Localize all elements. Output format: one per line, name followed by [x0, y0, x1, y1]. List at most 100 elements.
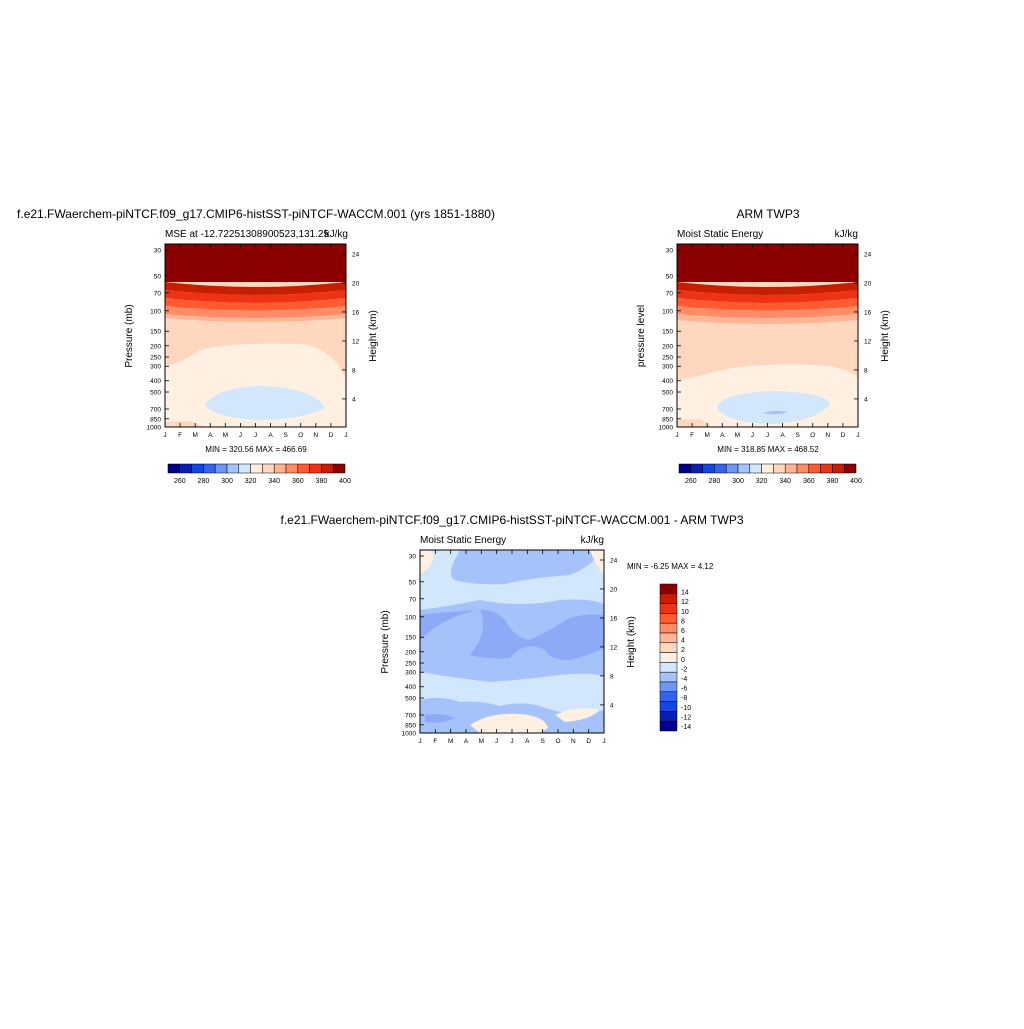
- colorbar-label: 260: [174, 478, 186, 485]
- y-right-tick-label: 8: [610, 673, 614, 680]
- left-title: f.e21.FWaerchem-piNTCF.f09_g17.CMIP6-his…: [17, 207, 495, 221]
- diff-colorbar-swatch: [659, 642, 678, 653]
- y-tick-label: 30: [666, 248, 674, 255]
- diff-colorbar-label: 10: [681, 609, 689, 616]
- colorbar-swatch: [749, 463, 762, 474]
- left-band-1: [165, 282, 346, 295]
- diff-colorbar-swatch: [659, 652, 678, 663]
- colorbar-swatch: [737, 463, 751, 474]
- y-right-tick-label: 24: [610, 558, 618, 565]
- diff-title: f.e21.FWaerchem-piNTCF.f09_g17.CMIP6-his…: [281, 513, 744, 527]
- colorbar-swatch: [167, 463, 181, 474]
- diff-colorbar-swatch: [659, 583, 678, 595]
- x-tick-label: S: [795, 432, 800, 439]
- y-tick-label: 200: [150, 343, 161, 350]
- x-tick-label: M: [479, 738, 484, 745]
- x-tick-label: J: [510, 738, 513, 745]
- colorbar-swatch: [773, 463, 786, 474]
- y-tick-label: 150: [150, 329, 161, 336]
- left-band-2: [165, 290, 346, 303]
- y-right-tick-label: 16: [610, 615, 618, 622]
- colorbar-label: 360: [292, 478, 304, 485]
- y-right-tick-label: 24: [864, 252, 872, 259]
- x-tick-label: J: [675, 432, 678, 439]
- right-band-3: [677, 298, 858, 311]
- x-tick-label: J: [239, 432, 242, 439]
- right-y-axis: 30 50 70 100 150 200 250 300 400 500 700 850 1000: [659, 248, 681, 432]
- x-tick-label: J: [163, 432, 166, 439]
- x-tick-label: A: [208, 432, 213, 439]
- colorbar-swatch: [250, 463, 263, 474]
- colorbar-label: 360: [803, 478, 815, 485]
- diff-colorbar-label: -6: [681, 686, 687, 693]
- diff-y-right-axis: 24 20 16 12 8 4: [600, 558, 618, 709]
- colorbar-swatch: [784, 463, 798, 474]
- colorbar-swatch: [761, 463, 774, 474]
- right-ylabel: pressure level: [636, 305, 647, 367]
- diff-colorbar-swatch: [659, 603, 678, 614]
- y-tick-label: 500: [662, 390, 673, 397]
- colorbar-swatch: [297, 463, 310, 474]
- diff-colorbar-swatch: [659, 613, 678, 624]
- y-right-tick-label: 16: [864, 309, 872, 316]
- colorbar-swatch: [796, 463, 810, 474]
- x-tick-label: A: [525, 738, 530, 745]
- diff-colorbar-swatch: [659, 701, 678, 712]
- diff-colorbar-label: -12: [681, 714, 691, 721]
- y-tick-label: 200: [405, 649, 416, 656]
- left-ylabel: Pressure (mb): [124, 304, 135, 367]
- diff-region-6: [470, 713, 548, 733]
- y-right-tick-label: 12: [610, 644, 618, 651]
- y-tick-label: 30: [409, 554, 417, 561]
- colorbar-swatch: [191, 463, 204, 474]
- diff-ylabel-right: Height (km): [626, 616, 637, 668]
- left-band-4: [165, 306, 346, 318]
- left-band-low: [205, 386, 325, 420]
- colorbar-swatch: [678, 463, 692, 474]
- right-colorbar: 260 280 300 320 340 360 380 400: [678, 463, 862, 485]
- x-tick-label: F: [690, 432, 694, 439]
- y-tick-label: 250: [405, 661, 416, 668]
- colorbar-label: 400: [850, 478, 862, 485]
- colorbar-label: 320: [245, 478, 257, 485]
- colorbar-swatch: [238, 463, 251, 474]
- diff-region-8: [590, 550, 604, 575]
- diff-region-1: [451, 550, 600, 585]
- y-right-tick-label: 12: [864, 338, 872, 345]
- colorbar-label: 380: [827, 478, 839, 485]
- diff-colorbar-swatch: [659, 711, 678, 722]
- y-right-tick-label: 8: [352, 367, 356, 374]
- y-tick-label: 700: [662, 406, 673, 413]
- y-tick-label: 850: [662, 416, 673, 423]
- colorbar-label: 280: [198, 478, 210, 485]
- y-tick-label: 200: [662, 343, 673, 350]
- x-tick-label: A: [780, 432, 785, 439]
- y-right-tick-label: 16: [352, 309, 360, 316]
- x-tick-label: D: [329, 432, 334, 439]
- y-tick-label: 50: [666, 273, 674, 280]
- diff-colorbar-swatch: [659, 720, 678, 732]
- diff-colorbar-swatch: [659, 632, 678, 644]
- colorbar-swatch: [262, 463, 275, 474]
- x-tick-label: D: [586, 738, 591, 745]
- right-band-top: [677, 244, 858, 282]
- y-right-tick-label: 4: [864, 396, 868, 403]
- colorbar-label: 260: [685, 478, 697, 485]
- y-tick-label: 1000: [402, 731, 417, 738]
- right-minmax: MIN = 318.85 MAX = 468.52: [717, 445, 819, 454]
- colorbar-label: 280: [709, 478, 721, 485]
- diff-region-5: [425, 714, 455, 723]
- colorbar-swatch: [285, 463, 299, 474]
- y-tick-label: 100: [662, 308, 673, 315]
- y-tick-label: 1000: [147, 425, 162, 432]
- y-tick-label: 50: [409, 579, 417, 586]
- diff-region-9: [555, 708, 600, 722]
- diff-region-3: [420, 609, 604, 660]
- colorbar-swatch: [226, 463, 240, 474]
- diff-colorbar-label: 8: [681, 618, 685, 625]
- diff-plot: [419, 549, 605, 734]
- x-tick-label: A: [268, 432, 273, 439]
- x-tick-label: M: [735, 432, 740, 439]
